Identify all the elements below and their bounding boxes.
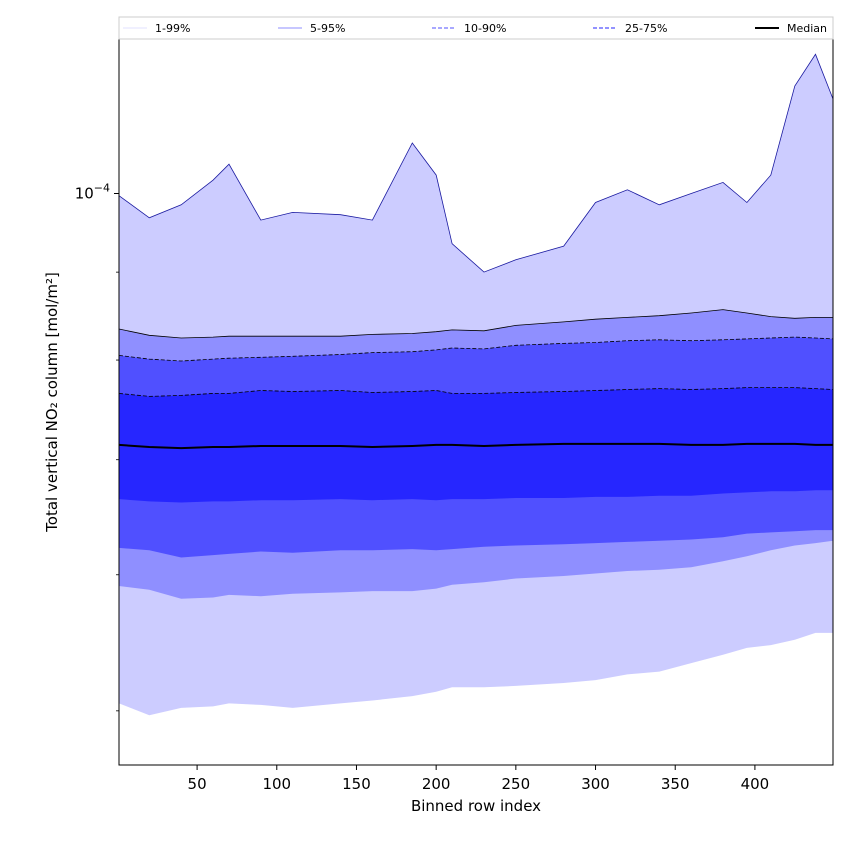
band-upper-line-10-90pct xyxy=(118,336,834,362)
legend-label: 1-99% xyxy=(155,22,190,35)
legend-entry: 25-75% xyxy=(593,22,667,35)
percentile-lines xyxy=(118,53,834,450)
legend-label: Median xyxy=(787,22,827,35)
x-tick-label: 250 xyxy=(502,775,531,793)
x-tick-label: 50 xyxy=(188,775,207,793)
x-axis-ticks: 50 100 150 200 250 300 350 400 xyxy=(188,765,770,793)
x-tick-label: 400 xyxy=(741,775,770,793)
legend-entry: 10-90% xyxy=(432,22,506,35)
y-axis-ticks: 10−4 xyxy=(75,182,119,712)
x-tick-label: 300 xyxy=(581,775,610,793)
legend-entry: 5-95% xyxy=(278,22,345,35)
legend: 1-99% 5-95% 10-90% 25-75% Median xyxy=(118,16,834,40)
band-upper-line-1-99pct xyxy=(118,53,834,273)
legend-label: 25-75% xyxy=(625,22,667,35)
percentile-bands xyxy=(119,54,833,716)
legend-label: 5-95% xyxy=(310,22,345,35)
legend-label: 10-90% xyxy=(464,22,506,35)
median-line xyxy=(118,442,833,450)
y-axis-title: Total vertical NO₂ column [mol/m²] xyxy=(43,272,61,533)
x-tick-label: 100 xyxy=(262,775,291,793)
x-tick-label: 150 xyxy=(342,775,371,793)
x-axis-title: Binned row index xyxy=(411,797,541,815)
x-tick-label: 200 xyxy=(422,775,451,793)
legend-entry: Median xyxy=(755,22,827,35)
legend-box xyxy=(118,16,834,40)
y-tick-label: 10−4 xyxy=(75,182,110,203)
band-upper-line-25-75pct xyxy=(118,387,834,397)
x-tick-label: 350 xyxy=(661,775,690,793)
legend-entry: 1-99% xyxy=(123,22,190,35)
band-upper-line-5-95pct xyxy=(118,309,833,339)
